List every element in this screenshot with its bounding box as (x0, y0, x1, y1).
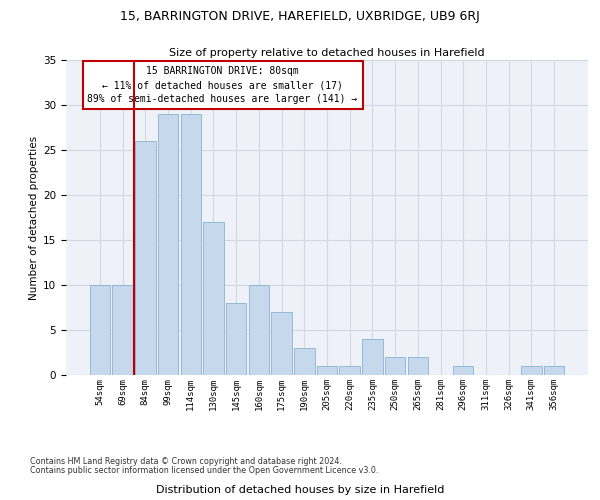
Title: Size of property relative to detached houses in Harefield: Size of property relative to detached ho… (169, 48, 485, 58)
Bar (135, 141, 155, 375)
Bar (317, 366, 337, 375)
Bar (453, 366, 473, 375)
Bar (90, 285, 110, 375)
Bar (112, 285, 133, 375)
Bar (271, 312, 292, 375)
Bar (294, 348, 314, 375)
Bar (226, 303, 247, 375)
Bar (248, 285, 269, 375)
Bar (340, 366, 360, 375)
Bar (362, 339, 383, 375)
Bar (544, 366, 564, 375)
Text: Contains HM Land Registry data © Crown copyright and database right 2024.: Contains HM Land Registry data © Crown c… (30, 458, 342, 466)
Bar (203, 222, 224, 375)
Bar (385, 357, 406, 375)
Bar (407, 357, 428, 375)
Text: 15, BARRINGTON DRIVE, HAREFIELD, UXBRIDGE, UB9 6RJ: 15, BARRINGTON DRIVE, HAREFIELD, UXBRIDG… (120, 10, 480, 23)
Text: Contains public sector information licensed under the Open Government Licence v3: Contains public sector information licen… (30, 466, 379, 475)
Bar (181, 114, 201, 375)
Bar (158, 114, 178, 375)
Text: 15 BARRINGTON DRIVE: 80sqm
← 11% of detached houses are smaller (17)
89% of semi: 15 BARRINGTON DRIVE: 80sqm ← 11% of deta… (88, 66, 358, 104)
Text: Distribution of detached houses by size in Harefield: Distribution of detached houses by size … (156, 485, 444, 495)
Bar (521, 366, 542, 375)
Y-axis label: Number of detached properties: Number of detached properties (29, 136, 39, 300)
